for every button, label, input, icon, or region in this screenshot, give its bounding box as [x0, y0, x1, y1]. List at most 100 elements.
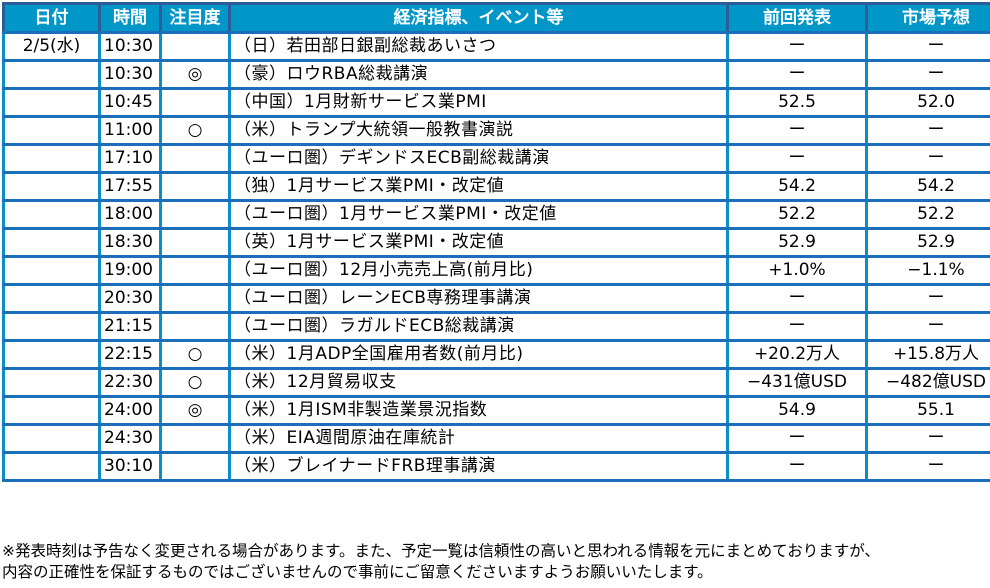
cell-event: （米）1月ISM非製造業景況指数 [228, 395, 729, 426]
cell-event: （豪）ロウRBA総裁講演 [228, 59, 729, 90]
cell-time: 10:45 [98, 87, 162, 118]
cell-time: 20:30 [98, 283, 162, 314]
cell-time: 18:30 [98, 227, 162, 258]
cell-previous: ー [726, 31, 868, 62]
cell-date [2, 227, 101, 258]
cell-time: 22:15 [98, 339, 162, 370]
cell-event: （米）12月貿易収支 [228, 367, 729, 398]
cell-event: （ユーロ圏）デギンドスECB副総裁講演 [228, 143, 729, 174]
cell-date [2, 255, 101, 286]
cell-attention [159, 423, 231, 454]
cell-previous: ー [726, 143, 868, 174]
table-row: 17:55 （独）1月サービス業PMI・改定値 54.2 54.2 [2, 171, 990, 202]
cell-forecast: −482億USD [865, 367, 990, 398]
header-event: 経済指標、イベント等 [228, 2, 729, 34]
header-forecast: 市場予想 [865, 2, 990, 34]
disclaimer-line-2: 内容の正確性を保証するものではございませんので事前にご留意くださいますようお願い… [2, 563, 713, 581]
table-row: 30:10 （米）ブレイナードFRB理事講演ーー [2, 451, 990, 482]
cell-time: 21:15 [98, 311, 162, 342]
table-row: 10:45 （中国）1月財新サービス業PMI 52.5 52.0 [2, 87, 990, 118]
table-row: 17:10 （ユーロ圏）デギンドスECB副総裁講演ーー [2, 143, 990, 174]
cell-time: 18:00 [98, 199, 162, 230]
cell-attention [159, 87, 231, 118]
cell-date [2, 87, 101, 118]
cell-attention: ◎ [159, 59, 231, 90]
cell-attention: ○ [159, 367, 231, 398]
disclaimer-note: ※発表時刻は予告なく変更される場合があります。また、予定一覧は信頼性の高いと思わ… [2, 541, 988, 583]
cell-date: 2/5(水) [2, 31, 101, 62]
header-time: 時間 [98, 2, 162, 34]
header-previous: 前回発表 [726, 2, 868, 34]
table-row: 18:00 （ユーロ圏）1月サービス業PMI・改定値 52.2 52.2 [2, 199, 990, 230]
header-attention: 注目度 [159, 2, 231, 34]
cell-date [2, 199, 101, 230]
cell-forecast: 52.0 [865, 87, 990, 118]
table-row: 20:30 （ユーロ圏）レーンECB専務理事講演ーー [2, 283, 990, 314]
cell-date [2, 451, 101, 482]
cell-attention: ○ [159, 115, 231, 146]
table-row: 22:30 ○ （米）12月貿易収支 −431億USD −482億USD [2, 367, 990, 398]
cell-attention [159, 283, 231, 314]
cell-previous: 52.5 [726, 87, 868, 118]
cell-date [2, 395, 101, 426]
cell-previous: +1.0% [726, 255, 868, 286]
cell-previous: 54.2 [726, 171, 868, 202]
table-row: 22:15 ○ （米）1月ADP全国雇用者数(前月比) +20.2万人 +15.8万人 [2, 339, 990, 370]
cell-attention: ○ [159, 339, 231, 370]
cell-event: （ユーロ圏）ラガルドECB総裁講演 [228, 311, 729, 342]
cell-previous: ー [726, 311, 868, 342]
cell-time: 10:30 [98, 31, 162, 62]
economic-calendar-table: 日付 時間 注目度 経済指標、イベント等 前回発表 市場予想 2/5(水) 10:… [2, 2, 990, 482]
cell-attention [159, 199, 231, 230]
disclaimer-line-1: ※発表時刻は予告なく変更される場合があります。また、予定一覧は信頼性の高いと思わ… [2, 542, 880, 560]
cell-previous: 52.2 [726, 199, 868, 230]
cell-forecast: 52.2 [865, 199, 990, 230]
cell-previous: ー [726, 451, 868, 482]
cell-date [2, 283, 101, 314]
cell-time: 22:30 [98, 367, 162, 398]
cell-date [2, 311, 101, 342]
cell-attention [159, 227, 231, 258]
cell-attention [159, 451, 231, 482]
cell-forecast: ー [865, 311, 990, 342]
cell-date [2, 59, 101, 90]
cell-date [2, 115, 101, 146]
header-row: 日付 時間 注目度 経済指標、イベント等 前回発表 市場予想 [2, 2, 990, 34]
cell-event: （ユーロ圏）12月小売売上高(前月比) [228, 255, 729, 286]
cell-event: （米）EIA週間原油在庫統計 [228, 423, 729, 454]
table-row: 11:00 ○ （米）トランプ大統領一般教書演説ーー [2, 115, 990, 146]
cell-forecast: −1.1% [865, 255, 990, 286]
cell-event: （日）若田部日銀副総裁あいさつ [228, 31, 729, 62]
cell-date [2, 423, 101, 454]
cell-attention [159, 143, 231, 174]
cell-event: （ユーロ圏）レーンECB専務理事講演 [228, 283, 729, 314]
cell-forecast: ー [865, 59, 990, 90]
cell-date [2, 171, 101, 202]
table-row: 24:30 （米）EIA週間原油在庫統計ーー [2, 423, 990, 454]
cell-date [2, 143, 101, 174]
cell-attention [159, 255, 231, 286]
cell-event: （米）トランプ大統領一般教書演説 [228, 115, 729, 146]
cell-event: （中国）1月財新サービス業PMI [228, 87, 729, 118]
cell-event: （米）1月ADP全国雇用者数(前月比) [228, 339, 729, 370]
table-row: 10:30 ◎ （豪）ロウRBA総裁講演ーー [2, 59, 990, 90]
cell-previous: −431億USD [726, 367, 868, 398]
table-row: 19:00 （ユーロ圏）12月小売売上高(前月比) +1.0% −1.1% [2, 255, 990, 286]
table-row: 21:15 （ユーロ圏）ラガルドECB総裁講演ーー [2, 311, 990, 342]
cell-attention [159, 171, 231, 202]
cell-previous: 54.9 [726, 395, 868, 426]
cell-time: 30:10 [98, 451, 162, 482]
cell-previous: 52.9 [726, 227, 868, 258]
cell-attention: ◎ [159, 395, 231, 426]
cell-previous: ー [726, 423, 868, 454]
cell-attention [159, 31, 231, 62]
cell-time: 19:00 [98, 255, 162, 286]
cell-time: 17:55 [98, 171, 162, 202]
cell-attention [159, 311, 231, 342]
cell-forecast: 52.9 [865, 227, 990, 258]
table-row: 24:00 ◎ （米）1月ISM非製造業景況指数 54.9 55.1 [2, 395, 990, 426]
cell-previous: +20.2万人 [726, 339, 868, 370]
table-row: 18:30 （英）1月サービス業PMI・改定値 52.9 52.9 [2, 227, 990, 258]
cell-forecast: ー [865, 451, 990, 482]
cell-forecast: 54.2 [865, 171, 990, 202]
